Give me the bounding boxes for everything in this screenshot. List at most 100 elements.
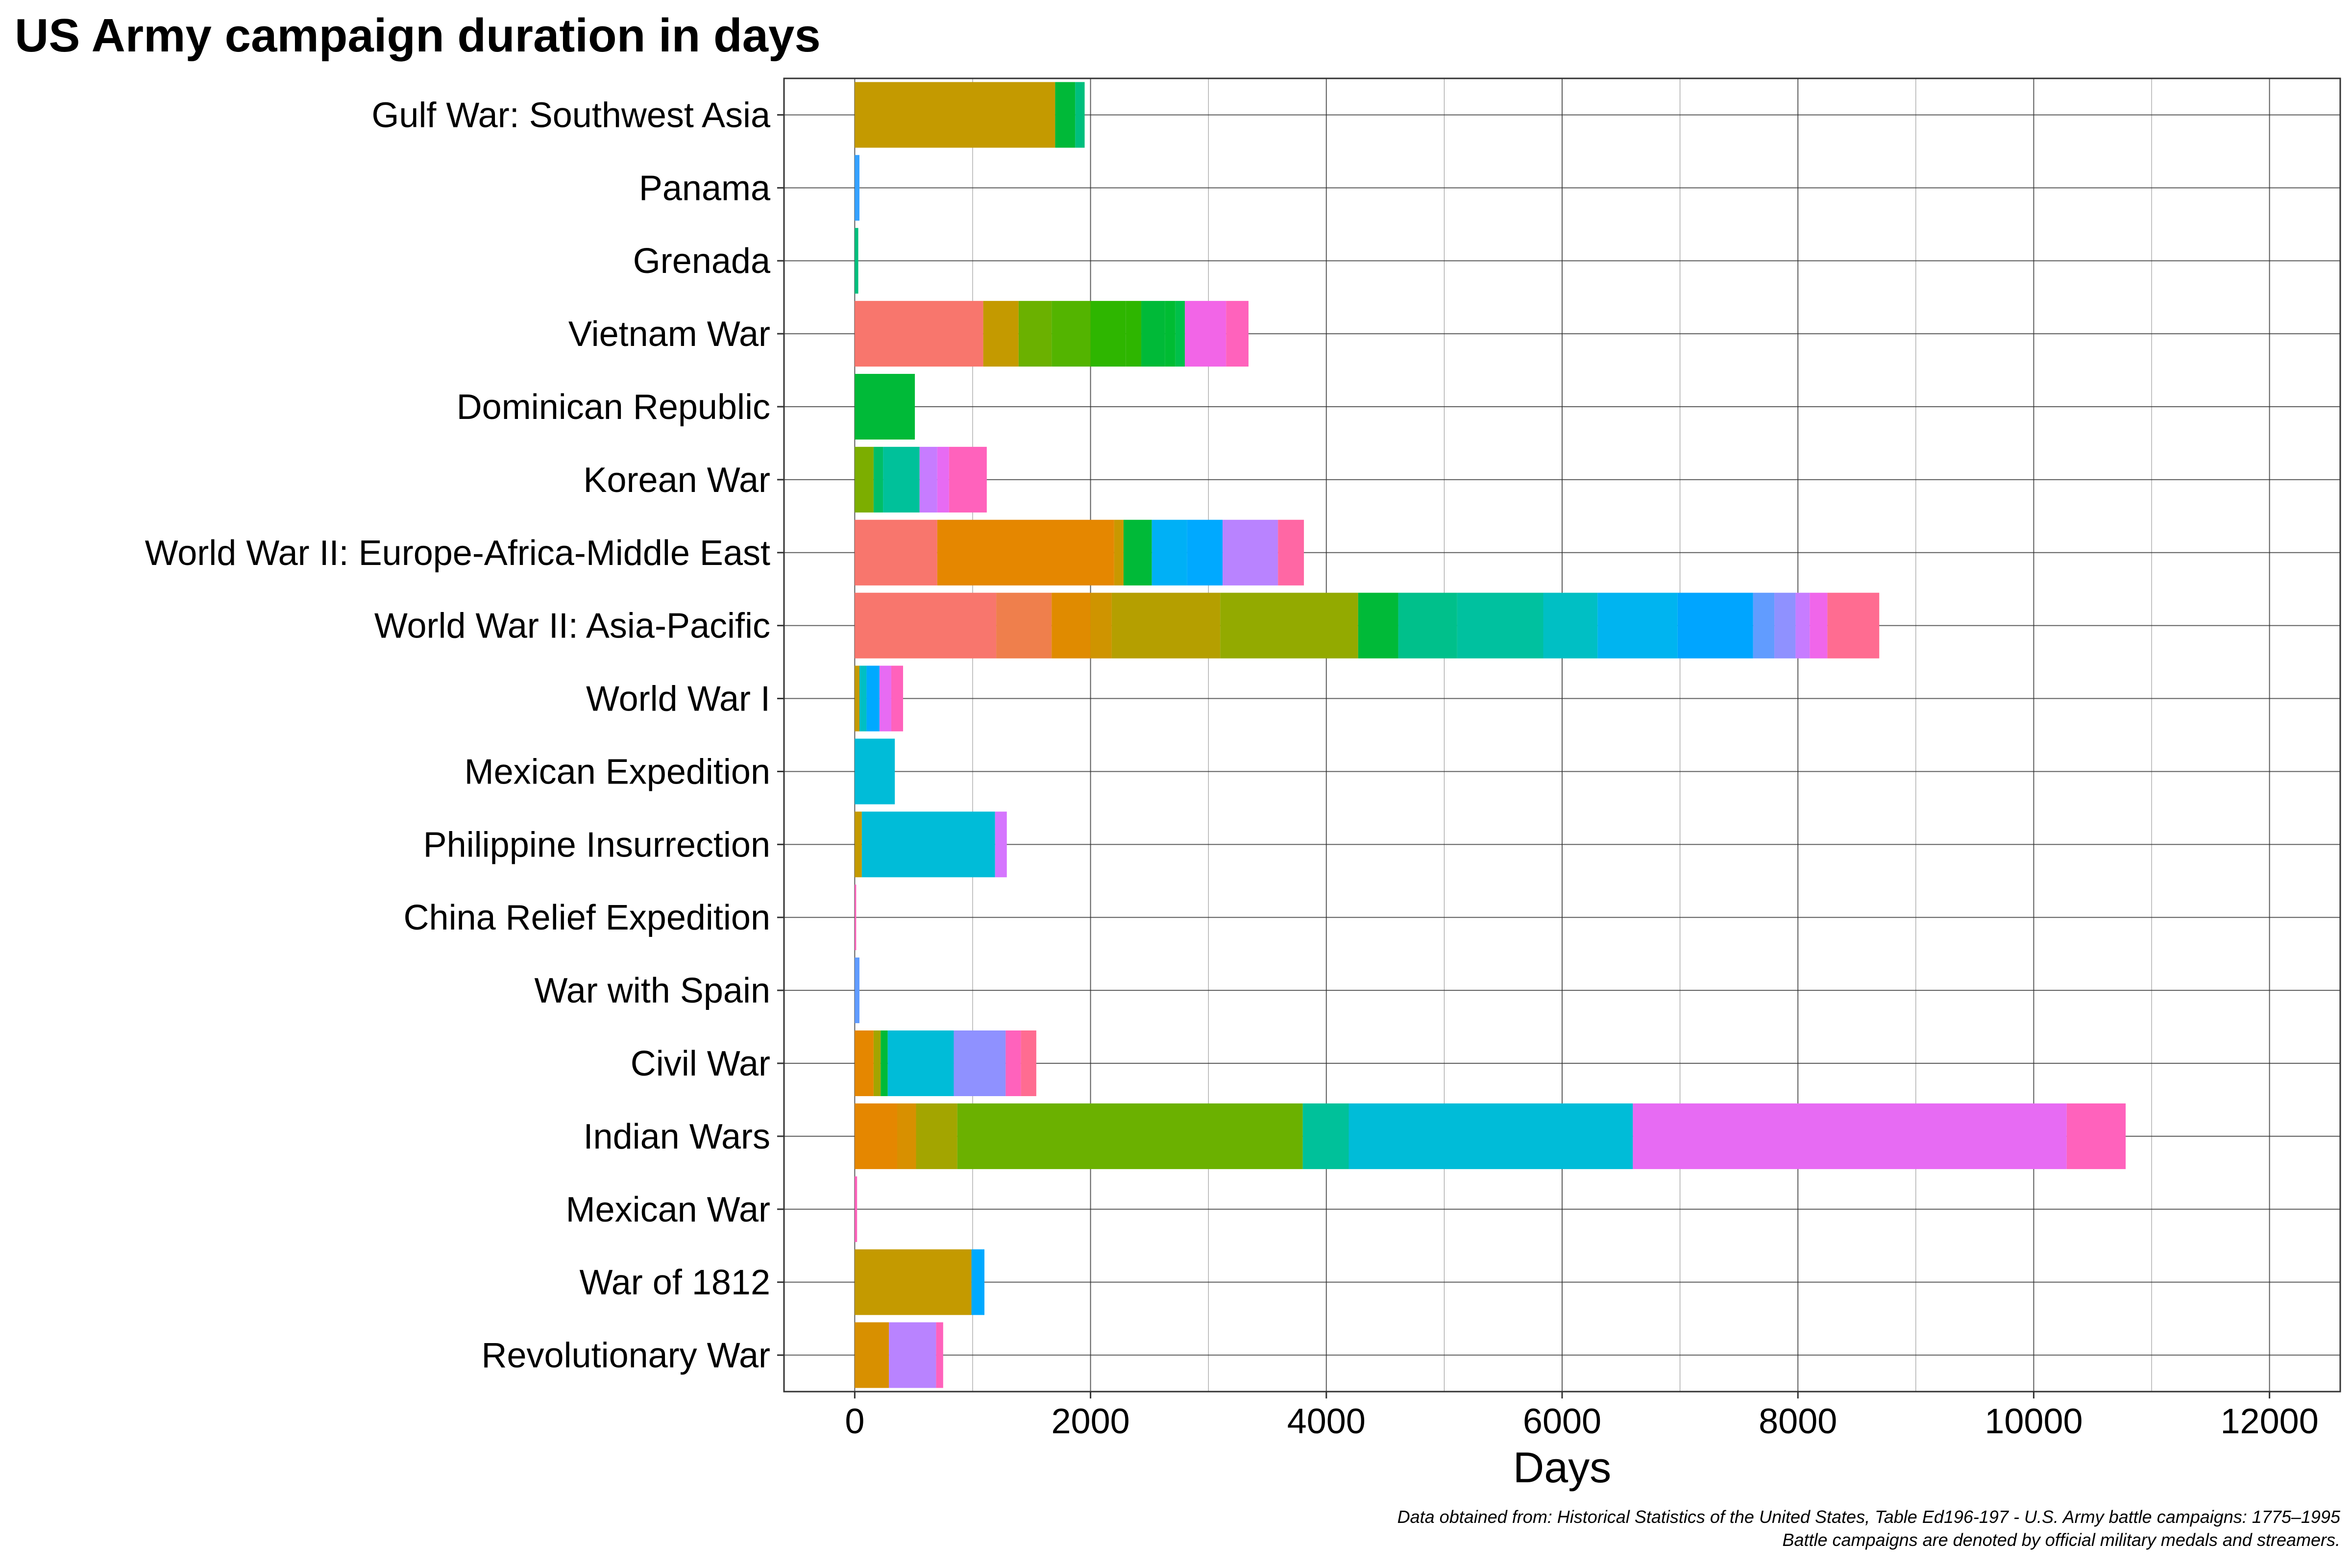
bar-segment — [2066, 1103, 2126, 1169]
bar-segment — [873, 446, 883, 513]
category-label: Grenada — [633, 242, 771, 281]
bars — [855, 82, 2126, 1388]
x-tick-label: 12000 — [2221, 1402, 2319, 1441]
bar-segment — [1090, 301, 1126, 367]
bar-segment — [1795, 592, 1810, 659]
category-label: Panama — [639, 169, 771, 208]
bar-segment — [881, 1030, 888, 1096]
bar-segment — [855, 1176, 858, 1242]
bar-segment — [855, 811, 862, 878]
bar-segment — [889, 1322, 936, 1388]
bar-segment — [1175, 301, 1185, 367]
bar-segment — [859, 665, 867, 732]
bar-segment — [1677, 592, 1753, 659]
bar-segment — [1114, 519, 1124, 586]
bar-segment — [957, 1103, 1303, 1169]
bar-segment — [1398, 592, 1457, 659]
bar-segment — [1187, 519, 1223, 586]
bar-segment — [1141, 301, 1165, 367]
bar-segment — [855, 738, 895, 805]
category-label: China Relief Expedition — [404, 898, 770, 937]
x-axis: 0 2000 4000 6000 8000 10000 12000 — [845, 1392, 2319, 1441]
bar-segment — [1457, 592, 1544, 659]
bar-segment — [1597, 592, 1678, 659]
grid — [784, 78, 2340, 1392]
bar-segment — [1055, 82, 1076, 148]
bar-segment — [949, 446, 987, 513]
chart-title: US Army campaign duration in days — [15, 9, 821, 62]
bar-segment — [1005, 1030, 1021, 1096]
bar-segment — [1753, 592, 1775, 659]
bar-segment — [855, 1322, 889, 1388]
category-label: Philippine Insurrection — [423, 825, 770, 864]
x-tick-label: 4000 — [1287, 1402, 1366, 1441]
x-tick-label: 0 — [845, 1402, 864, 1441]
bar-segment — [855, 1103, 897, 1169]
x-tick-label: 8000 — [1759, 1402, 1837, 1441]
bar-segment — [1223, 519, 1278, 586]
category-label: World War I — [586, 680, 770, 719]
bar-segment — [1075, 82, 1085, 148]
bar-segment — [855, 957, 859, 1024]
bar-segment — [891, 665, 904, 732]
category-label: Vietnam War — [568, 315, 770, 354]
bar-segment — [1052, 592, 1091, 659]
caption-note: Battle campaigns are denoted by official… — [1782, 1530, 2340, 1550]
bar-segment — [855, 374, 915, 440]
bar-segment — [1278, 519, 1304, 586]
bar-segment — [937, 519, 1114, 586]
bar-segment — [936, 1322, 943, 1388]
bar-segment — [855, 519, 937, 586]
category-label: War of 1812 — [579, 1263, 770, 1302]
bar-segment — [866, 665, 880, 732]
x-tick-label: 2000 — [1051, 1402, 1129, 1441]
bar-segment — [1111, 592, 1221, 659]
bar-segment — [1302, 1103, 1349, 1169]
category-label: Dominican Republic — [457, 388, 770, 427]
bar-segment — [855, 665, 859, 732]
bar-segment — [855, 1249, 972, 1315]
bar-segment — [1543, 592, 1598, 659]
bar-segment — [897, 1103, 916, 1169]
bar-segment — [1633, 1103, 2067, 1169]
category-label: Civil War — [631, 1044, 770, 1083]
bar-segment — [1165, 301, 1176, 367]
bar-segment — [855, 884, 857, 951]
bar-segment — [883, 446, 920, 513]
bar-segment — [1220, 592, 1358, 659]
bar-segment — [1123, 519, 1152, 586]
bar-segment — [1348, 1103, 1633, 1169]
category-label: World War II: Europe-Africa-Middle East — [145, 534, 770, 573]
category-labels: Gulf War: Southwest Asia Panama Grenada Vie… — [145, 96, 784, 1375]
bar-segment — [996, 592, 1052, 659]
bar-segment — [855, 82, 1055, 148]
bar-segment — [954, 1030, 1006, 1096]
bar-segment — [1774, 592, 1796, 659]
bar-segment — [855, 1030, 874, 1096]
bar-segment — [1018, 301, 1052, 367]
caption-source: Data obtained from: Historical Statistic… — [1397, 1507, 2341, 1527]
category-label: Gulf War: Southwest Asia — [371, 96, 771, 135]
x-tick-label: 10000 — [1984, 1402, 2082, 1441]
bar-segment — [1052, 301, 1091, 367]
bar-segment — [1827, 592, 1880, 659]
bar-segment — [855, 592, 997, 659]
bar-segment — [873, 1030, 881, 1096]
bar-segment — [1126, 301, 1142, 367]
bar-segment — [1810, 592, 1828, 659]
x-tick-label: 6000 — [1523, 1402, 1601, 1441]
category-label: War with Spain — [535, 971, 771, 1010]
bar-segment — [983, 301, 1019, 367]
bar-segment — [855, 155, 859, 221]
bar-segment — [879, 665, 891, 732]
bar-segment — [1185, 301, 1226, 367]
bar-segment — [995, 811, 1007, 878]
bar-segment — [1021, 1030, 1036, 1096]
bar-segment — [861, 811, 995, 878]
bar-segment — [1152, 519, 1187, 586]
bar-segment — [937, 446, 949, 513]
category-label: Mexican War — [566, 1190, 770, 1229]
category-label: World War II: Asia-Pacific — [374, 607, 770, 646]
category-label: Indian Wars — [584, 1117, 770, 1156]
